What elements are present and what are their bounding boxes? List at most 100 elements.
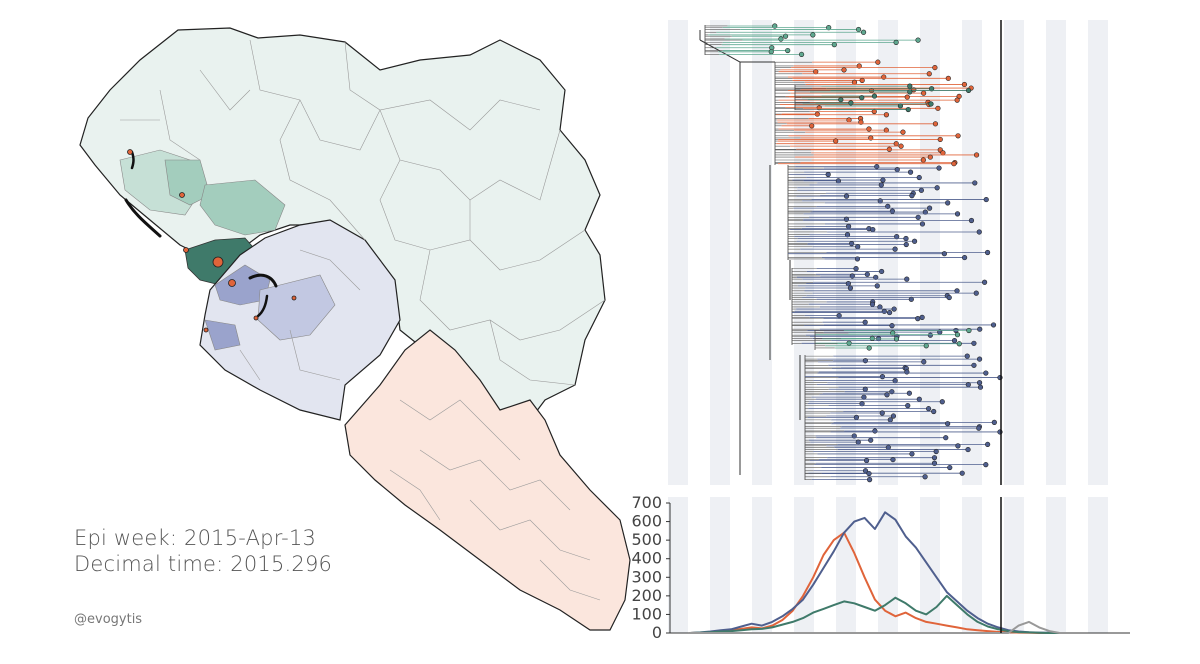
tree-tip xyxy=(862,319,868,325)
tree-tip xyxy=(923,343,929,349)
chart-stripe xyxy=(1088,497,1108,633)
y-tick-label: 100 xyxy=(631,604,662,623)
tree-tip xyxy=(879,268,885,275)
tree-tip xyxy=(848,100,854,106)
tree-tip xyxy=(862,386,868,392)
tree-tip xyxy=(916,174,922,181)
tree-tip xyxy=(831,42,837,48)
case-bubble xyxy=(228,279,236,287)
tree-tip xyxy=(859,400,865,407)
tree-tip xyxy=(903,235,909,242)
tree-tip xyxy=(945,421,951,427)
tree-tip xyxy=(916,396,922,402)
tree-tip xyxy=(890,413,897,419)
tree-tip xyxy=(833,138,839,144)
tree-tip xyxy=(862,358,868,364)
tree-tip xyxy=(884,392,890,398)
tree-tip xyxy=(908,296,914,302)
tree-tip xyxy=(945,200,951,206)
tree-tip xyxy=(894,166,900,173)
tree-tip xyxy=(843,193,850,199)
tree-tip xyxy=(851,433,857,439)
tree-backbone xyxy=(699,30,801,475)
tree-tip xyxy=(889,389,895,395)
tree-stripe xyxy=(668,20,688,485)
tree-tip xyxy=(890,456,896,463)
tree-tip xyxy=(874,283,880,289)
migration-arc-1 xyxy=(124,198,162,238)
tree-tip xyxy=(976,425,982,431)
chart-stripe xyxy=(920,497,940,633)
tree-tip xyxy=(870,226,876,233)
tree-tip xyxy=(907,83,913,89)
migration-arc-3 xyxy=(256,294,269,318)
chart-lines xyxy=(689,511,1070,634)
tree-tip xyxy=(893,336,900,342)
tree-tip xyxy=(907,169,914,175)
tree-tip xyxy=(904,276,910,282)
tree-tip xyxy=(939,399,945,405)
tree-tip xyxy=(858,119,864,125)
tree-tip xyxy=(954,211,961,217)
tree-tip xyxy=(846,340,852,346)
tree-tip xyxy=(892,378,898,384)
y-tick-label: 400 xyxy=(631,549,662,568)
tree-tip xyxy=(841,67,847,73)
tree-tip xyxy=(909,451,915,457)
tree-tip xyxy=(922,474,928,480)
tree-tip xyxy=(879,410,885,416)
tree-tip xyxy=(866,126,872,132)
tree-tip xyxy=(877,304,883,310)
epi-week-label: Epi week: 2015-Apr-13 xyxy=(74,526,317,550)
tree-tip xyxy=(965,382,971,388)
tree-tip xyxy=(932,121,939,127)
tree-tip xyxy=(961,254,968,261)
chart-stripe xyxy=(1004,497,1024,633)
chart-stripe xyxy=(1046,497,1066,633)
tree-tip xyxy=(981,279,988,285)
liberia-region xyxy=(344,329,631,631)
tree-tip xyxy=(890,330,896,336)
tree-tip xyxy=(990,322,997,328)
tree-tip xyxy=(927,154,933,160)
tree-tip xyxy=(984,249,991,256)
tree-tip xyxy=(961,81,968,88)
tree-tip xyxy=(954,288,960,294)
tree-tip xyxy=(937,136,943,143)
tree-tip xyxy=(863,457,870,464)
tree-tip xyxy=(971,340,977,346)
tree-stripe xyxy=(752,20,772,485)
tree-tip xyxy=(928,101,934,107)
tree-tip xyxy=(983,370,989,376)
tree-tip xyxy=(900,129,906,135)
migration-arc-2 xyxy=(248,273,278,288)
tree-tip xyxy=(846,117,852,123)
case-bubble xyxy=(212,256,224,268)
case-bubble xyxy=(127,149,133,155)
chart-stripe xyxy=(794,497,814,633)
tree-tip xyxy=(856,63,862,69)
tree-tip xyxy=(973,152,980,158)
tree-tip xyxy=(903,241,909,248)
tree-tip xyxy=(925,406,932,412)
tree-tip xyxy=(983,196,989,203)
y-tick-label: 200 xyxy=(631,586,662,605)
tree-tip xyxy=(921,359,927,365)
tree-stripe xyxy=(710,20,730,485)
tree-tip xyxy=(892,246,898,252)
sierra-leone-district-2 xyxy=(257,274,336,341)
tree-tip xyxy=(861,394,867,400)
tree-tip xyxy=(826,25,832,31)
y-tick-label: 600 xyxy=(631,512,662,531)
tree-tip xyxy=(906,390,912,396)
tree-tip xyxy=(922,209,928,215)
tree-tip xyxy=(886,146,892,152)
tree-tip xyxy=(954,97,960,103)
tree-tip xyxy=(936,165,942,171)
tree-tip xyxy=(810,32,816,38)
tree-tip xyxy=(869,301,876,307)
tree-tip xyxy=(919,221,926,227)
y-tick-label: 300 xyxy=(631,567,662,586)
tree-tip xyxy=(889,323,895,329)
map xyxy=(79,27,631,631)
